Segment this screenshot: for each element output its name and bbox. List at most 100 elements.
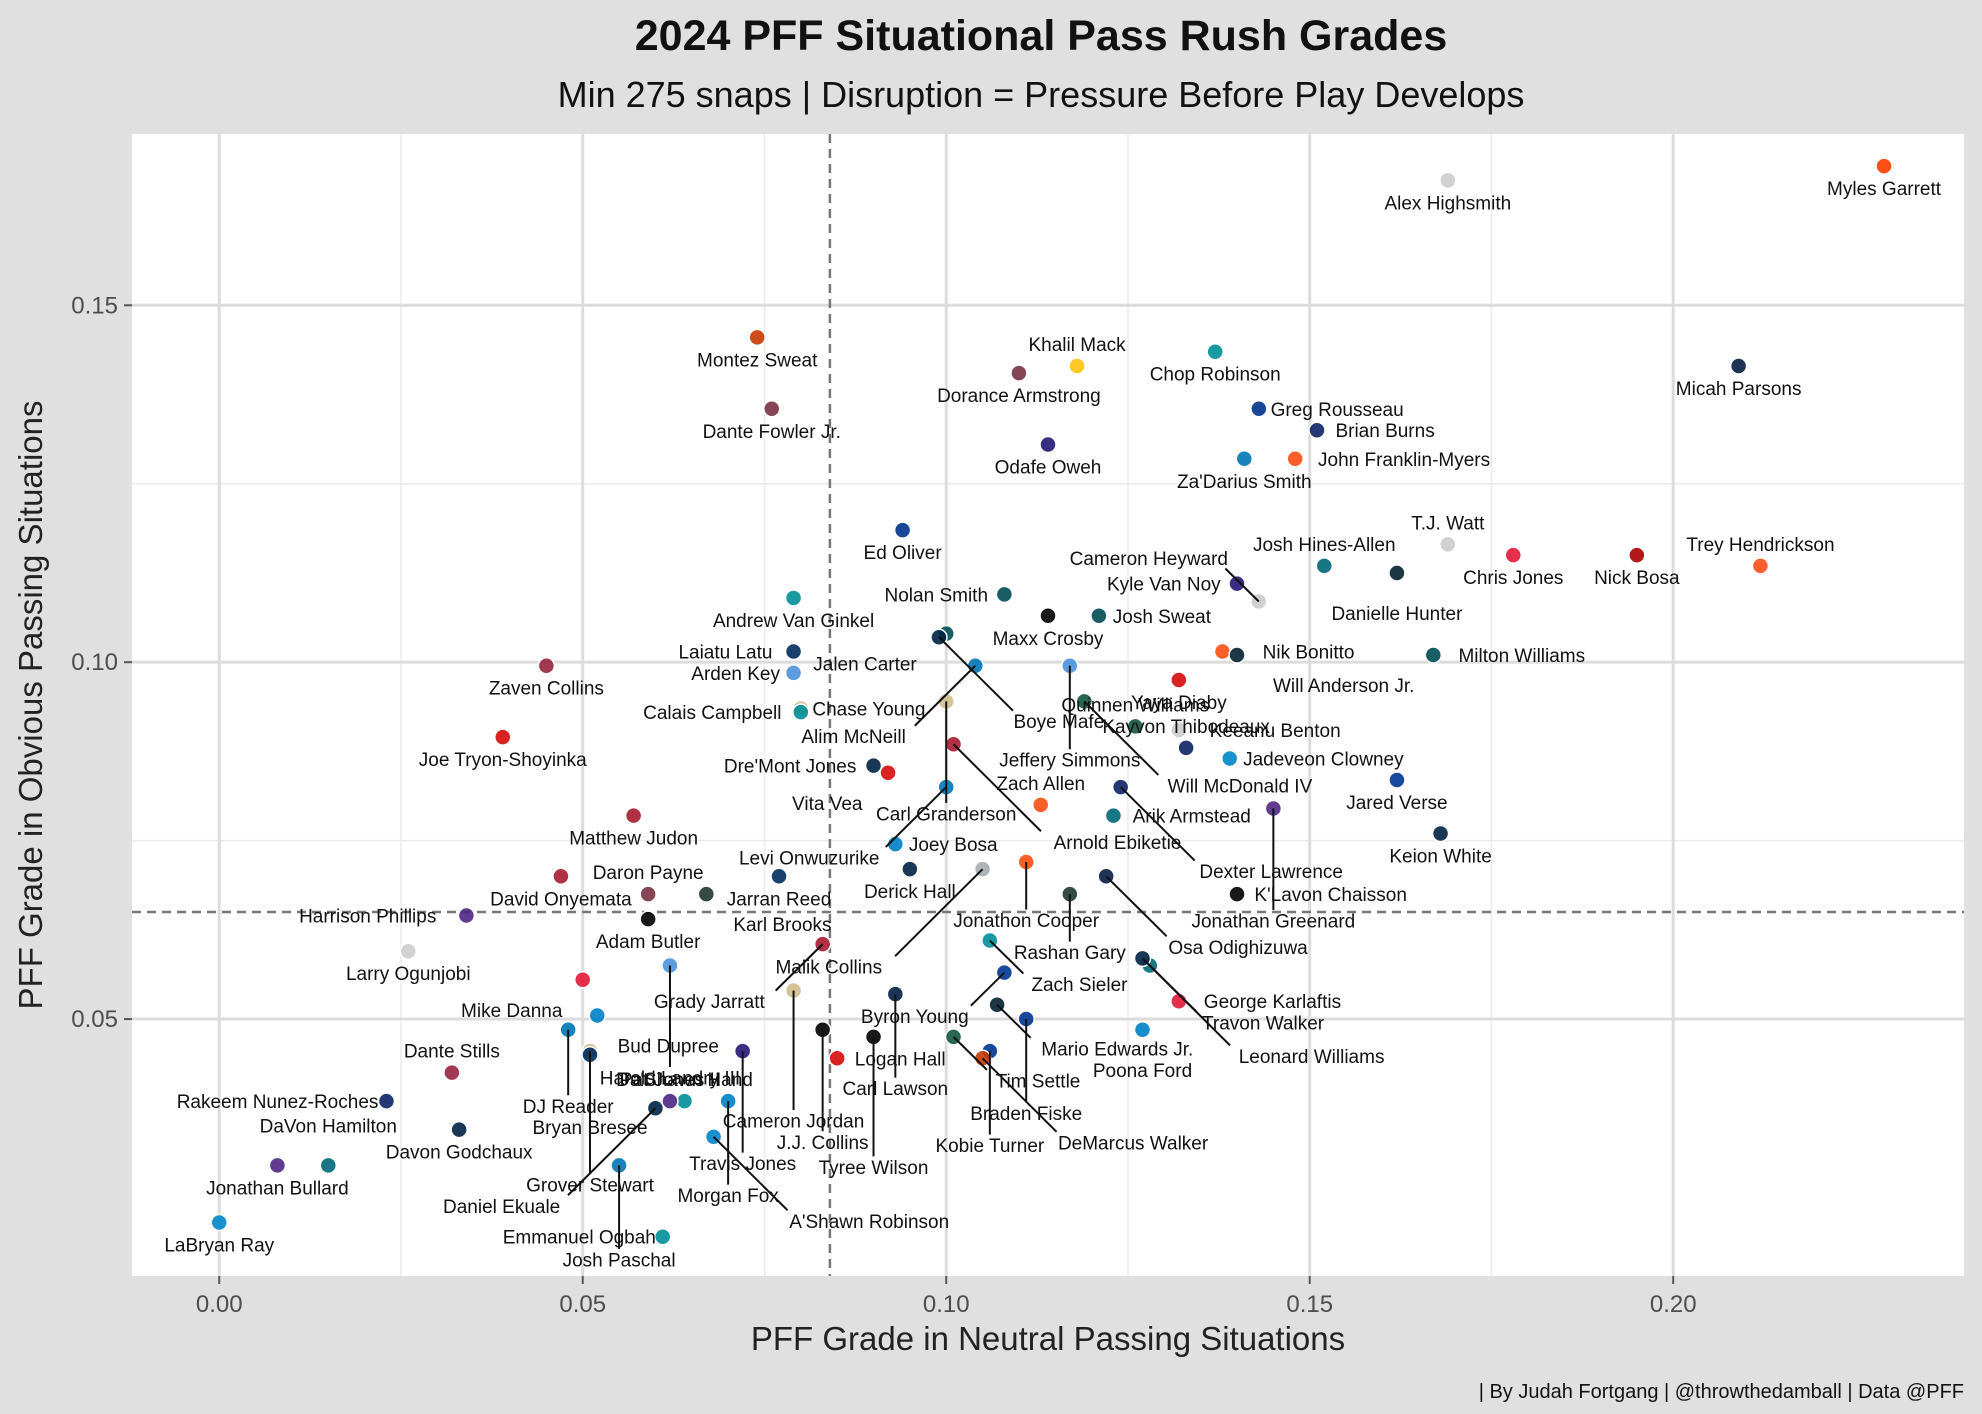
label-leader-line xyxy=(981,1057,1058,1133)
point-label: Byron Young xyxy=(861,1007,969,1028)
point-label: Za'Darius Smith xyxy=(1177,472,1312,493)
data-point xyxy=(1388,564,1406,582)
x-tick-label: 0.20 xyxy=(1650,1291,1697,1318)
data-point xyxy=(319,1156,338,1175)
data-point xyxy=(399,942,418,960)
point-label: Harrison Phillips xyxy=(299,907,436,928)
point-label: Keeanu Benton xyxy=(1210,721,1341,742)
point-label: Bud Dupree xyxy=(618,1036,719,1057)
point-label: Khalil Mack xyxy=(1029,335,1127,356)
point-label: Emmanuel Ogbah xyxy=(503,1228,656,1249)
point-label: Vita Vea xyxy=(792,794,863,815)
point-label: Montez Sweat xyxy=(697,350,818,371)
point-label: Dre'Mont Jones xyxy=(724,757,856,778)
label-leader-line xyxy=(938,636,1014,712)
point-label: Larry Ogunjobi xyxy=(346,964,471,985)
point-label: J.J. Collins xyxy=(777,1133,869,1154)
point-label: Daniel Ekuale xyxy=(443,1197,560,1218)
point-label: Alex Highsmith xyxy=(1384,193,1511,214)
point-label: Nolan Smith xyxy=(885,585,989,606)
point-label: Da'Shawn Hand xyxy=(616,1070,753,1091)
point-label: Andrew Van Ginkel xyxy=(713,611,874,632)
point-label: Davon Godchaux xyxy=(386,1143,533,1164)
point-label: Josh Sweat xyxy=(1113,607,1212,628)
data-point xyxy=(1039,607,1057,625)
point-label: Derick Hall xyxy=(864,882,956,903)
data-point xyxy=(210,1213,228,1232)
point-label: K'Lavon Chaisson xyxy=(1254,885,1407,906)
point-label: Chris Jones xyxy=(1463,568,1563,589)
data-point xyxy=(1104,806,1123,825)
label-leader-line xyxy=(1224,567,1260,603)
label-leader-line xyxy=(970,971,1006,1007)
point-label: Travon Walker xyxy=(1202,1014,1325,1035)
data-point xyxy=(1875,157,1893,175)
point-label: DeMarcus Walker xyxy=(1058,1133,1209,1154)
reference-lines xyxy=(132,134,1964,1276)
point-label: David Onyemata xyxy=(490,889,632,910)
point-labels: Myles Garrett Alex Highsmith Micah Parsons… xyxy=(164,179,1941,1271)
data-point xyxy=(1286,450,1304,468)
data-point xyxy=(1228,885,1246,903)
point-label: Dante Stills xyxy=(404,1042,500,1063)
point-label: Zach Allen xyxy=(996,774,1085,795)
data-point xyxy=(1315,557,1334,575)
label-leader-line xyxy=(894,868,984,957)
point-label: Keion White xyxy=(1389,846,1491,867)
x-tick-label: 0.00 xyxy=(196,1291,243,1318)
data-point xyxy=(1010,364,1028,382)
label-leader-line xyxy=(567,1107,657,1196)
point-label: A'Shawn Robinson xyxy=(789,1212,949,1233)
point-label: Arik Armstead xyxy=(1133,807,1251,828)
data-point xyxy=(1424,646,1443,664)
data-point xyxy=(1388,771,1406,789)
data-point xyxy=(450,1120,468,1139)
data-point xyxy=(828,1049,846,1068)
point-label: Arden Key xyxy=(691,664,780,685)
point-label: Matthew Judon xyxy=(569,829,698,850)
point-label: Pat Jones II xyxy=(620,1070,720,1091)
point-label: Jonathan Bullard xyxy=(206,1178,349,1199)
point-label: DJ Reader xyxy=(523,1097,614,1118)
data-point xyxy=(537,656,556,675)
data-point xyxy=(1235,450,1254,468)
point-label: Josh Paschal xyxy=(563,1250,676,1271)
point-label: Will Anderson Jr. xyxy=(1273,676,1415,697)
point-label: Dante Fowler Jr. xyxy=(703,422,841,443)
point-label: Osa Odighizuwa xyxy=(1168,938,1308,959)
point-label: Arnold Ebiketie xyxy=(1054,833,1182,854)
point-label: Morgan Fox xyxy=(677,1186,779,1207)
point-label: Mike Danna xyxy=(461,1001,563,1022)
grid-lines xyxy=(132,134,1964,1276)
point-label: Danielle Hunter xyxy=(1331,604,1463,625)
point-label: Joey Bosa xyxy=(909,835,998,856)
point-label: Yaya Diaby xyxy=(1131,693,1227,714)
data-point xyxy=(1628,546,1646,564)
point-label: Brian Burns xyxy=(1335,421,1434,442)
point-label: Kayvon Thibodeaux xyxy=(1102,717,1270,738)
point-label: Logan Hall xyxy=(855,1049,946,1070)
point-label: Joe Tryon-Shoyinka xyxy=(419,750,587,771)
point-label: Dexter Lawrence xyxy=(1199,862,1343,883)
chart-caption: | By Judah Fortgang | @throwthedamball |… xyxy=(1479,1381,1964,1403)
data-point xyxy=(762,400,781,418)
data-point xyxy=(1250,400,1268,418)
data-point xyxy=(901,860,919,878)
point-label: Grover Stewart xyxy=(526,1176,654,1197)
x-tick-label: 0.15 xyxy=(1286,1291,1333,1318)
data-point xyxy=(1126,717,1144,736)
point-label: Cameron Jordan xyxy=(723,1112,865,1133)
point-label: Nik Bonitto xyxy=(1263,642,1355,663)
point-label: Nick Bosa xyxy=(1594,568,1680,589)
data-point xyxy=(770,867,788,886)
point-label: Micah Parsons xyxy=(1676,379,1802,400)
data-point xyxy=(1228,646,1246,664)
point-label: Harold Landry III xyxy=(600,1069,740,1090)
label-leader-line xyxy=(952,743,1042,832)
point-label: Kyle Van Noy xyxy=(1107,575,1221,596)
point-label: Myles Garrett xyxy=(1827,179,1942,200)
data-point xyxy=(1431,824,1450,843)
point-label: T.J. Watt xyxy=(1411,513,1485,534)
data-point xyxy=(639,910,657,928)
